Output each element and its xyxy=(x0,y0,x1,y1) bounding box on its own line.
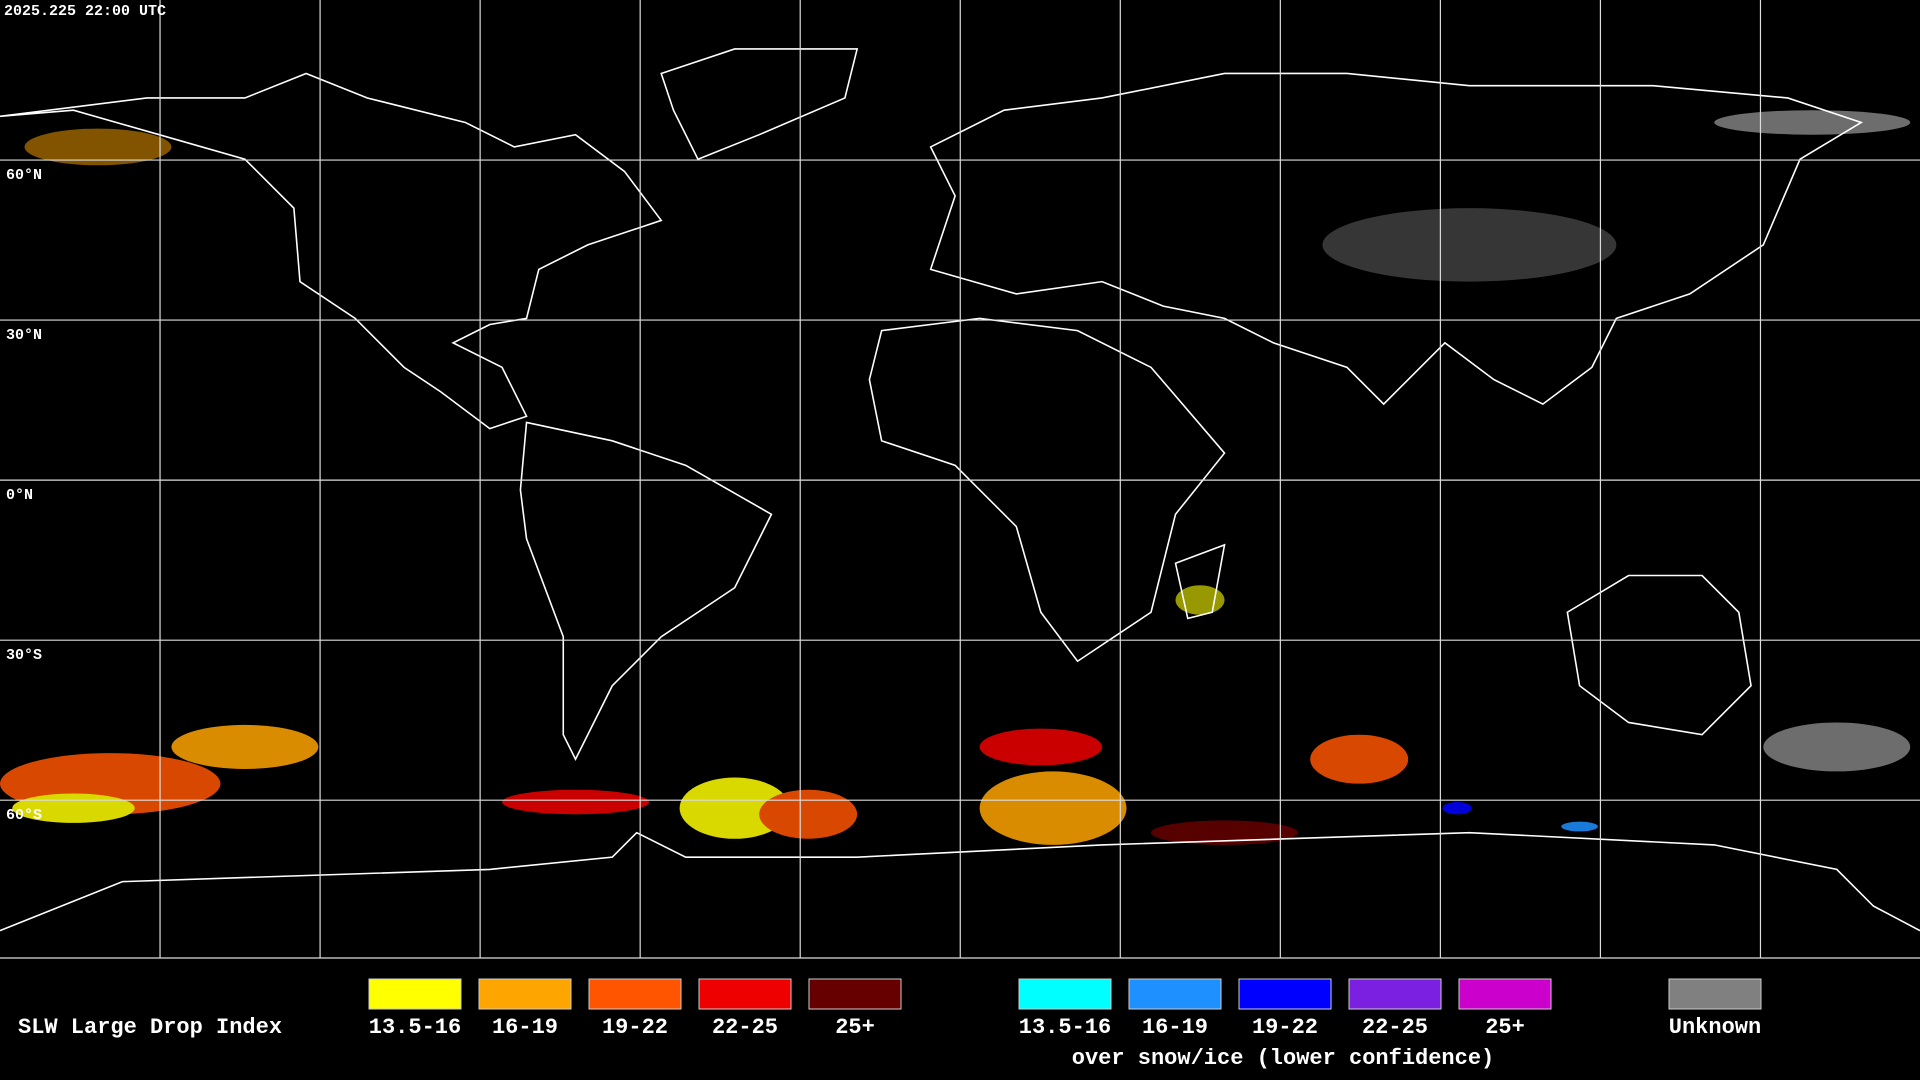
legend-label: 16-19 xyxy=(492,1015,558,1040)
legend-swatch xyxy=(1238,978,1332,1010)
legend-label: 13.5-16 xyxy=(1019,1015,1111,1040)
coastlines xyxy=(0,48,1920,932)
legend-swatch xyxy=(1018,978,1112,1010)
cloud-patches xyxy=(0,110,1911,845)
legend-swatch xyxy=(808,978,902,1010)
legend: SLW Large Drop Index over snow/ice (lowe… xyxy=(18,978,1762,1071)
legend-title: SLW Large Drop Index xyxy=(18,1015,282,1040)
latitude-label: 30°N xyxy=(6,327,42,344)
legend-label: 22-25 xyxy=(712,1015,778,1040)
latitude-label: 0°N xyxy=(6,487,33,504)
latitude-label: 60°S xyxy=(6,807,42,824)
legend-label: 13.5-16 xyxy=(369,1015,461,1040)
legend-label: 19-22 xyxy=(1252,1015,1318,1040)
legend-label: 22-25 xyxy=(1362,1015,1428,1040)
legend-label: 25+ xyxy=(835,1015,875,1040)
legend-swatch xyxy=(1668,978,1762,1010)
legend-label: 16-19 xyxy=(1142,1015,1208,1040)
legend-label: 19-22 xyxy=(602,1015,668,1040)
legend-swatch xyxy=(588,978,682,1010)
timestamp: 2025.225 22:00 UTC xyxy=(4,3,166,20)
legend-swatch xyxy=(1348,978,1442,1010)
legend-label: Unknown xyxy=(1669,1015,1761,1040)
legend-swatch xyxy=(368,978,462,1010)
latitude-label: 60°N xyxy=(6,167,42,184)
graticule xyxy=(0,0,1920,959)
legend-label: 25+ xyxy=(1485,1015,1525,1040)
legend-swatch xyxy=(698,978,792,1010)
ice-note: over snow/ice (lower confidence) xyxy=(1072,1046,1494,1071)
legend-swatch xyxy=(1128,978,1222,1010)
legend-swatch xyxy=(1458,978,1552,1010)
legend-swatch xyxy=(478,978,572,1010)
latitude-label: 30°S xyxy=(6,647,42,664)
